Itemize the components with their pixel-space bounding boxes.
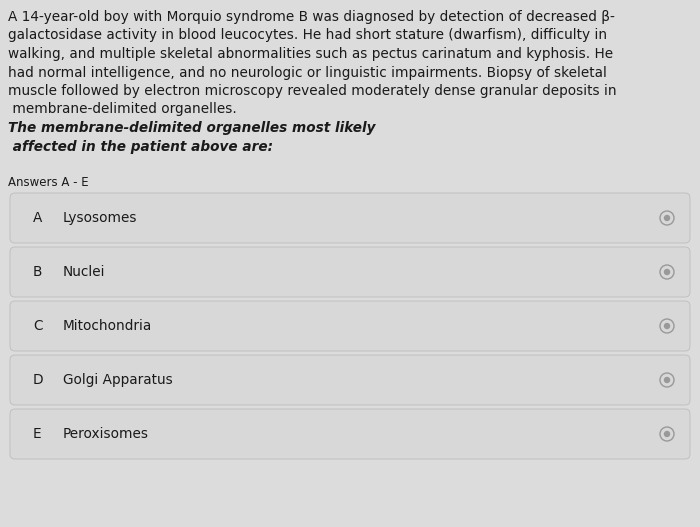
Text: muscle followed by electron microscopy revealed moderately dense granular deposi: muscle followed by electron microscopy r… xyxy=(8,84,617,98)
Text: affected in the patient above are:: affected in the patient above are: xyxy=(8,140,273,153)
Text: The membrane-delimited organelles most likely: The membrane-delimited organelles most l… xyxy=(8,121,375,135)
Text: Golgi Apparatus: Golgi Apparatus xyxy=(63,373,173,387)
FancyBboxPatch shape xyxy=(10,355,690,405)
Text: galactosidase activity in blood leucocytes. He had short stature (dwarfism), dif: galactosidase activity in blood leucocyt… xyxy=(8,28,607,43)
Circle shape xyxy=(664,432,669,436)
Circle shape xyxy=(664,216,669,220)
Text: B: B xyxy=(33,265,43,279)
FancyBboxPatch shape xyxy=(10,247,690,297)
FancyBboxPatch shape xyxy=(10,301,690,351)
Text: A 14-year-old boy with Morquio syndrome B was diagnosed by detection of decrease: A 14-year-old boy with Morquio syndrome … xyxy=(8,10,615,24)
Circle shape xyxy=(664,269,669,275)
FancyBboxPatch shape xyxy=(10,409,690,459)
Text: Answers A - E: Answers A - E xyxy=(8,176,89,189)
Text: walking, and multiple skeletal abnormalities such as pectus carinatum and kyphos: walking, and multiple skeletal abnormali… xyxy=(8,47,613,61)
Circle shape xyxy=(664,324,669,328)
FancyBboxPatch shape xyxy=(10,193,690,243)
Text: C: C xyxy=(33,319,43,333)
Text: had normal intelligence, and no neurologic or linguistic impairments. Biopsy of : had normal intelligence, and no neurolog… xyxy=(8,65,607,80)
Text: E: E xyxy=(33,427,41,441)
Circle shape xyxy=(664,377,669,383)
Text: Lysosomes: Lysosomes xyxy=(63,211,137,225)
Text: A: A xyxy=(33,211,43,225)
Text: Mitochondria: Mitochondria xyxy=(63,319,153,333)
Text: D: D xyxy=(33,373,43,387)
Text: membrane-delimited organelles.: membrane-delimited organelles. xyxy=(8,102,241,116)
Text: Nuclei: Nuclei xyxy=(63,265,106,279)
Text: Peroxisomes: Peroxisomes xyxy=(63,427,149,441)
